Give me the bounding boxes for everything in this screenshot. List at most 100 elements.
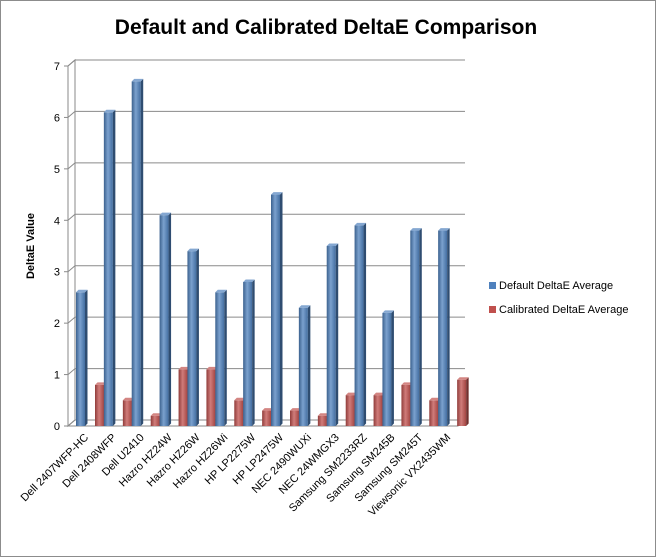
bar-default [438, 228, 450, 426]
bar-default [410, 228, 422, 426]
bar-side [335, 243, 339, 426]
bar-front [271, 194, 280, 426]
bar-front [354, 225, 364, 426]
y-tick-label: 0 [54, 421, 60, 433]
y-tick-label: 6 [54, 112, 60, 124]
bar-front [178, 369, 188, 426]
gridline [67, 368, 465, 375]
bar-front [326, 246, 336, 426]
bar-default [215, 289, 227, 426]
bar-top [290, 408, 302, 411]
y-tick-label: 5 [54, 164, 60, 176]
bar-front [345, 395, 355, 426]
bar-default [76, 289, 88, 426]
bar-top [103, 109, 116, 113]
bar-top [298, 305, 311, 308]
bar-front [206, 369, 216, 426]
bar-front [262, 410, 272, 426]
bar-front [290, 410, 299, 426]
bar-default [271, 192, 283, 426]
bar-top [122, 397, 135, 401]
bar-top [271, 192, 283, 195]
bar-side [168, 212, 172, 426]
bar-side [140, 78, 144, 426]
bar-side [112, 109, 116, 427]
gridline [67, 316, 465, 324]
bar-top [438, 228, 450, 231]
bar-front [131, 81, 141, 426]
bar-front [234, 400, 244, 426]
legend-label: Default DeltaE Average [499, 280, 613, 292]
legend: Default DeltaE Average Calibrated DeltaE … [489, 280, 628, 316]
bar-front [150, 415, 160, 426]
gridline [67, 265, 465, 273]
bar-front [215, 292, 225, 426]
y-tick-label: 4 [54, 215, 60, 227]
bar-top [401, 382, 413, 385]
bar-default [298, 305, 311, 426]
bar-top [95, 382, 107, 385]
bar-side [363, 222, 367, 426]
bar-default [103, 109, 116, 427]
bar-default [326, 243, 339, 426]
bar-front [457, 379, 467, 426]
bar-top [457, 377, 469, 380]
bar-top [215, 289, 227, 293]
gridlines [64, 59, 465, 427]
bar-top [234, 397, 246, 401]
bar-calibrated [457, 377, 469, 426]
bar-top [187, 248, 199, 252]
bar-top [262, 408, 274, 411]
bar-front [243, 282, 253, 426]
bar-front [187, 251, 197, 426]
bar-front [159, 215, 169, 426]
y-tick-label: 1 [54, 370, 60, 382]
bar-front [103, 112, 113, 427]
bar-front [373, 395, 383, 426]
bar-top [373, 392, 386, 396]
legend-label: Calibrated DeltaE Average [499, 304, 628, 316]
bar-front [429, 400, 439, 426]
legend-swatch [489, 282, 496, 289]
bar-default [243, 279, 255, 426]
bar-front [382, 312, 392, 426]
bar-front [401, 384, 411, 426]
bar-front [95, 384, 104, 426]
bar-top [354, 222, 367, 226]
plot-walls [66, 58, 467, 428]
bar-front [122, 400, 132, 426]
bar-top [76, 289, 88, 293]
bar-top [317, 413, 330, 416]
gridline [67, 162, 465, 170]
bar-side [447, 228, 450, 426]
bar-top [150, 413, 163, 416]
bar-top [206, 366, 218, 370]
bar-side [307, 305, 311, 426]
bar-side [196, 248, 199, 426]
bar-front [438, 230, 448, 426]
bar-top [159, 212, 172, 216]
chart-title: Default and Calibrated DeltaE Comparison [115, 16, 537, 39]
bar-side [419, 228, 422, 426]
bar-default [382, 310, 394, 426]
bar-side [280, 192, 283, 426]
bars [76, 78, 469, 427]
bar-front [317, 415, 327, 426]
bar-front [298, 307, 308, 426]
bar-front [410, 230, 420, 426]
bar-side [85, 289, 88, 426]
bar-top [178, 366, 191, 370]
bar-side [391, 310, 394, 426]
bar-default [131, 78, 144, 426]
bar-top [382, 310, 394, 313]
y-tick-label: 3 [54, 267, 60, 279]
bar-default [159, 212, 172, 426]
bar-default [187, 248, 199, 426]
y-tick-label: 2 [54, 318, 60, 330]
y-axis-title: DeltaE Value [25, 213, 37, 279]
gridline [67, 213, 465, 221]
bar-front [76, 292, 85, 426]
gridline [67, 59, 465, 67]
